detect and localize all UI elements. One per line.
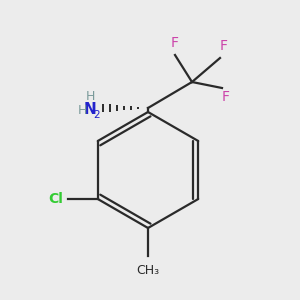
Text: 2: 2 [94,110,100,120]
Text: Cl: Cl [48,192,63,206]
Text: F: F [222,90,230,104]
Text: N: N [84,103,96,118]
Text: F: F [220,39,228,53]
Text: H: H [77,103,87,116]
Text: F: F [171,36,179,50]
Text: H: H [85,91,95,103]
Text: CH₃: CH₃ [136,264,160,277]
